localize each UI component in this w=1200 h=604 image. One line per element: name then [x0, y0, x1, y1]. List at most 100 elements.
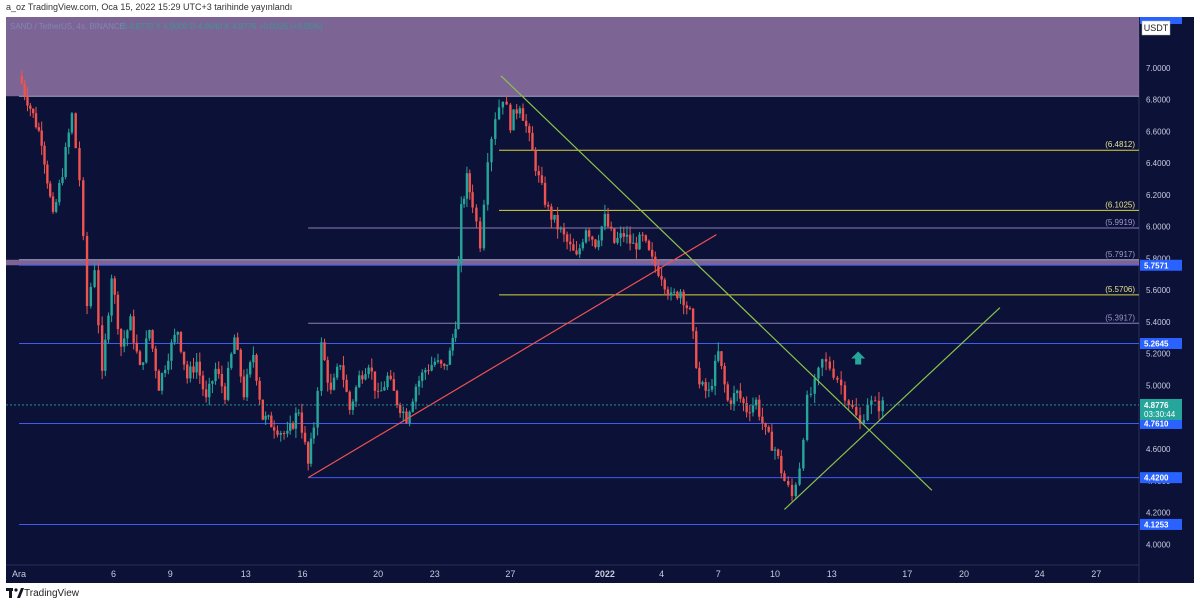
candle-body: [877, 400, 881, 412]
candle-body: [726, 384, 729, 401]
candle-body: [537, 171, 540, 176]
candle-body: [732, 393, 736, 404]
candle-body: [839, 379, 843, 386]
candle-body: [421, 372, 424, 381]
candle-body: [395, 390, 399, 406]
candle-body: [729, 400, 733, 404]
candle-body: [424, 370, 427, 373]
candle-body: [824, 359, 828, 362]
candle-body: [468, 173, 471, 193]
plot-background: [6, 17, 1139, 565]
candle-body: [509, 104, 512, 131]
candle-body: [465, 173, 469, 199]
price-badge-11-label: 4.1253: [1144, 520, 1169, 529]
candle-body: [828, 361, 832, 369]
candle-body: [64, 147, 67, 178]
candle-body: [635, 242, 638, 250]
candle-body: [505, 101, 508, 105]
candle-body: [297, 412, 300, 414]
candle-body: [556, 214, 559, 230]
price-badge-5-bg: [1140, 259, 1182, 271]
candle-body: [182, 351, 186, 365]
candle-body: [524, 120, 528, 127]
candle-body: [267, 415, 270, 417]
candle-body: [417, 380, 421, 387]
candle-body: [497, 107, 501, 120]
candle-body: [610, 226, 613, 229]
candle-body: [104, 339, 107, 371]
candle-body: [430, 364, 433, 371]
candle-body: [123, 338, 126, 347]
y-tick-label-1: 4.2000: [1146, 509, 1171, 518]
candle-body: [644, 235, 648, 241]
tradingview-logo-icon: [6, 588, 24, 598]
candle-body: [528, 126, 531, 133]
candle-body: [402, 411, 405, 414]
candle-body: [515, 109, 518, 114]
candle-body: [160, 373, 164, 391]
y-tick-label-7: 5.4000: [1146, 318, 1171, 327]
candle-body: [223, 386, 227, 400]
candle-body: [138, 351, 142, 365]
candle-body: [157, 370, 161, 391]
candle-body: [89, 286, 93, 307]
candle-body: [151, 330, 154, 349]
candle-body: [376, 390, 380, 392]
candle-body: [770, 431, 774, 451]
candle-body: [358, 375, 361, 388]
candle-body: [289, 423, 292, 431]
candle-body: [512, 109, 515, 131]
candle-body: [220, 373, 224, 387]
y-tick-label-3: 4.6000: [1146, 445, 1171, 454]
candle-body: [192, 366, 195, 373]
candle-body: [100, 325, 104, 371]
candle-body: [654, 256, 657, 267]
candle-body: [198, 361, 202, 376]
candle-body: [214, 368, 217, 382]
candle-body: [673, 291, 676, 293]
candle-body: [126, 330, 129, 339]
candle-body: [847, 400, 850, 405]
x-tick-label-13: 17: [902, 569, 912, 579]
candle-body: [300, 412, 304, 433]
price-axis-background: [1139, 17, 1194, 583]
candle-body: [342, 365, 345, 380]
candle-body: [279, 432, 282, 435]
candle-body: [606, 213, 610, 227]
candle-body: [252, 354, 255, 363]
candle-body: [236, 337, 239, 350]
y-tick-label-9: 5.8000: [1146, 254, 1171, 263]
candle-body: [29, 105, 32, 109]
candle-body: [454, 328, 457, 338]
candle-body: [261, 399, 265, 420]
candle-body: [794, 484, 797, 497]
candle-body: [186, 364, 189, 379]
candle-body: [613, 228, 616, 243]
candle-body: [270, 415, 273, 428]
last-price-value: 4.8776: [1144, 401, 1169, 410]
candle-body: [597, 240, 600, 248]
candle-body: [329, 382, 333, 390]
candle-body: [843, 385, 847, 401]
candle-body: [272, 427, 276, 431]
candle-body: [679, 291, 682, 299]
candle-body: [790, 484, 794, 497]
candle-body: [739, 390, 742, 399]
candle-body: [367, 367, 370, 375]
candle-body: [494, 119, 497, 139]
candle-body: [836, 377, 839, 380]
last-price-countdown: 03:30:44: [1144, 410, 1176, 419]
candle-body: [383, 387, 386, 391]
footer-brand: TradingView: [24, 588, 80, 599]
candle-body: [195, 361, 198, 373]
y-tick-label-11: 6.2000: [1146, 191, 1171, 200]
y-tick-label-8: 5.6000: [1146, 286, 1171, 295]
candle-body: [619, 233, 622, 238]
price-chart[interactable]: (6.4812) (6.1025) (5.9919) (5.7917) (5.5706)…: [6, 17, 1194, 583]
candle-body: [490, 138, 493, 163]
x-tick-label-10: 7: [716, 569, 721, 579]
level-label-6: (5.5706): [1105, 285, 1135, 294]
x-tick-label-16: 27: [1091, 569, 1101, 579]
candle-body: [323, 342, 326, 361]
x-tick-label-6: 23: [430, 569, 440, 579]
